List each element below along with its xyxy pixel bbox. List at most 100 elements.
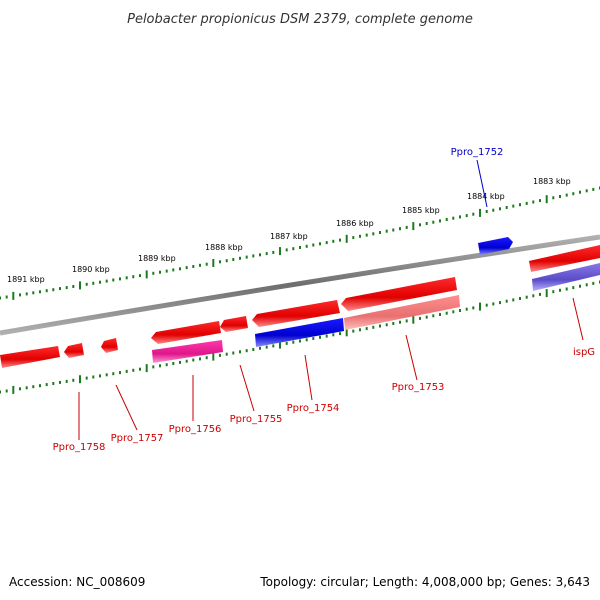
minor-tick xyxy=(179,267,181,271)
gene-label-ppro-1756[interactable]: Ppro_1756 xyxy=(169,424,222,435)
topology-summary: Topology: circular; Length: 4,008,000 bp… xyxy=(259,575,590,589)
major-tick xyxy=(279,247,281,256)
minor-tick xyxy=(119,277,121,281)
major-tick xyxy=(545,195,548,204)
minor-tick xyxy=(419,316,421,320)
minor-tick xyxy=(539,199,541,203)
minor-tick xyxy=(319,242,321,246)
gene-ppro-1758[interactable] xyxy=(0,346,60,368)
minor-tick xyxy=(152,365,155,369)
minor-tick xyxy=(72,378,75,382)
minor-tick xyxy=(179,360,181,364)
minor-tick xyxy=(119,371,121,375)
minor-tick xyxy=(532,200,535,204)
minor-tick xyxy=(59,380,61,384)
major-tick xyxy=(145,364,148,373)
minor-tick xyxy=(425,315,428,319)
minor-tick xyxy=(112,372,115,376)
minor-tick xyxy=(592,187,595,191)
gene-ispg[interactable] xyxy=(529,245,600,272)
major-tick xyxy=(412,222,415,231)
gene-ppro-1752[interactable] xyxy=(478,237,513,255)
minor-tick xyxy=(139,274,141,278)
minor-tick xyxy=(312,337,315,340)
map-title: Pelobacter propionicus DSM 2379, complet… xyxy=(127,12,473,27)
minor-tick xyxy=(272,250,275,254)
minor-tick xyxy=(372,232,375,236)
feature-purple[interactable] xyxy=(532,263,600,291)
callout-line xyxy=(572,297,584,341)
minor-tick xyxy=(439,219,441,223)
minor-tick xyxy=(392,322,395,325)
major-tick xyxy=(412,315,415,324)
minor-tick xyxy=(379,231,381,234)
gene-label-ppro-1752[interactable]: Ppro_1752 xyxy=(451,147,504,158)
minor-tick xyxy=(425,222,428,225)
minor-tick xyxy=(299,246,301,249)
minor-tick xyxy=(292,247,295,251)
minor-tick xyxy=(492,302,495,306)
minor-tick xyxy=(85,376,88,380)
major-tick xyxy=(279,340,281,349)
minor-tick xyxy=(499,301,501,305)
minor-tick xyxy=(219,353,221,357)
minor-tick xyxy=(65,286,68,290)
kbp-label: 1889 kbp xyxy=(138,254,176,263)
kbp-label: 1890 kbp xyxy=(72,265,110,274)
minor-tick xyxy=(332,239,335,243)
gene-label-ppro-1754[interactable]: Ppro_1754 xyxy=(287,403,340,414)
major-tick xyxy=(345,328,348,337)
minor-tick xyxy=(372,325,375,329)
gene-ppro-1755-b[interactable] xyxy=(220,316,248,332)
minor-tick xyxy=(539,292,541,296)
gene-label-ppro-1755[interactable]: Ppro_1755 xyxy=(230,414,283,425)
kbp-label: 1885 kbp xyxy=(402,206,440,215)
minor-tick xyxy=(185,266,188,270)
minor-tick xyxy=(585,283,588,287)
minor-tick xyxy=(172,268,175,272)
gene-ppro-1753[interactable] xyxy=(341,277,457,311)
minor-tick xyxy=(19,293,21,297)
minor-tick xyxy=(132,275,135,279)
minor-tick xyxy=(532,294,535,298)
feature-salmon[interactable] xyxy=(344,295,460,330)
minor-tick xyxy=(5,295,8,299)
feature-magenta[interactable] xyxy=(152,340,223,363)
minor-tick xyxy=(485,303,488,307)
minor-tick xyxy=(239,256,241,260)
gene-ppro-1756[interactable] xyxy=(101,338,118,353)
gene-label-ppro-1753[interactable]: Ppro_1753 xyxy=(392,382,445,393)
callout-line xyxy=(239,364,255,412)
minor-tick xyxy=(99,280,101,284)
minor-tick xyxy=(405,319,408,323)
minor-tick xyxy=(399,320,401,324)
minor-tick xyxy=(32,385,35,389)
minor-tick xyxy=(192,265,195,268)
minor-tick xyxy=(285,341,288,345)
feature-blue[interactable] xyxy=(255,318,344,347)
minor-tick xyxy=(352,329,355,333)
minor-tick xyxy=(512,298,515,302)
gene-label-ispg[interactable]: ispG xyxy=(573,347,595,358)
minor-tick xyxy=(585,189,588,193)
minor-tick xyxy=(292,340,295,344)
major-tick xyxy=(479,302,481,311)
minor-tick xyxy=(499,207,501,211)
minor-tick xyxy=(132,368,135,372)
minor-tick xyxy=(19,387,21,391)
gene-label-ppro-1758[interactable]: Ppro_1758 xyxy=(53,442,106,453)
minor-tick xyxy=(565,287,568,291)
gene-ppro-1755-a[interactable] xyxy=(151,321,221,344)
gene-labels: Ppro_1758 Ppro_1757 Ppro_1756 Ppro_1755 … xyxy=(53,147,595,453)
major-tick xyxy=(212,352,215,361)
minor-tick xyxy=(472,306,475,310)
minor-tick xyxy=(0,390,1,394)
minor-tick xyxy=(32,291,35,295)
gene-ppro-1757[interactable] xyxy=(64,343,84,358)
minor-tick xyxy=(452,216,455,220)
minor-tick xyxy=(465,214,468,218)
gene-ppro-1754[interactable] xyxy=(252,300,340,327)
minor-tick xyxy=(245,255,248,259)
gene-label-ppro-1757[interactable]: Ppro_1757 xyxy=(111,433,164,444)
minor-tick xyxy=(45,289,48,293)
